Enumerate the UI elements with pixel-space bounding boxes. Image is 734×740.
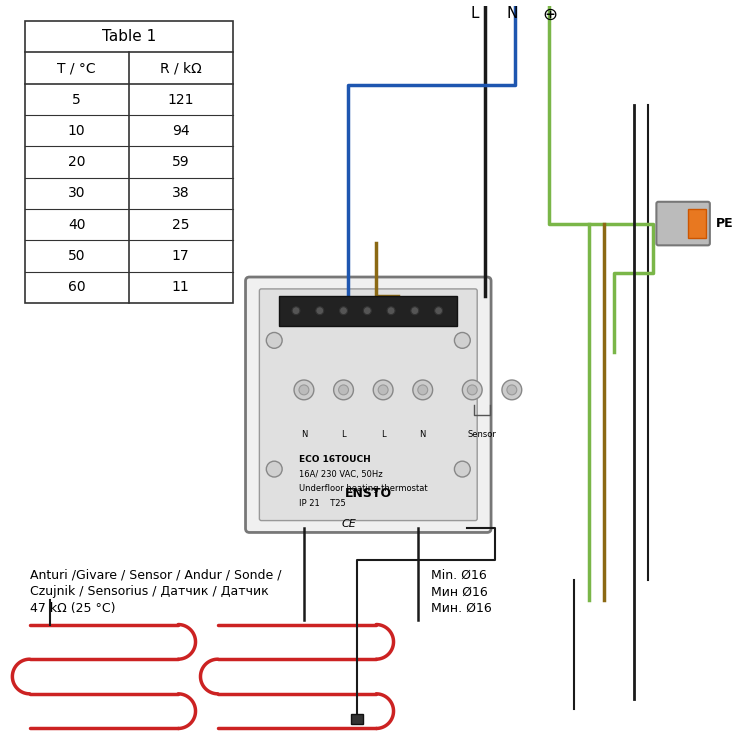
Text: Мин Ø16: Мин Ø16 <box>431 585 487 599</box>
Text: L: L <box>381 430 385 439</box>
Circle shape <box>266 332 282 349</box>
Text: L: L <box>471 6 479 21</box>
Text: Sensor: Sensor <box>468 430 497 439</box>
Bar <box>25 21 233 303</box>
Circle shape <box>338 385 349 395</box>
Text: 47 kΩ (25 °C): 47 kΩ (25 °C) <box>29 602 115 615</box>
Text: L: L <box>341 430 346 439</box>
Circle shape <box>413 380 432 400</box>
Text: ⊕: ⊕ <box>542 6 557 24</box>
Text: Czujnik / Sensorius / Датчик / Датчик: Czujnik / Sensorius / Датчик / Датчик <box>29 585 269 599</box>
Circle shape <box>294 380 314 400</box>
Text: Table 1: Table 1 <box>101 29 156 44</box>
Circle shape <box>299 385 309 395</box>
FancyBboxPatch shape <box>656 202 710 246</box>
Text: N: N <box>301 430 307 439</box>
Text: 121: 121 <box>167 92 194 107</box>
FancyBboxPatch shape <box>246 277 491 533</box>
Circle shape <box>266 461 282 477</box>
Circle shape <box>454 332 470 349</box>
Text: CE: CE <box>341 519 356 528</box>
Circle shape <box>418 385 428 395</box>
Text: R / kΩ: R / kΩ <box>160 61 202 75</box>
FancyBboxPatch shape <box>259 289 477 520</box>
Circle shape <box>462 380 482 400</box>
Circle shape <box>334 380 354 400</box>
Text: 17: 17 <box>172 249 189 263</box>
Text: ENSTO: ENSTO <box>345 488 392 500</box>
Text: 20: 20 <box>68 155 85 169</box>
Text: Мин. Ø16: Мин. Ø16 <box>431 602 491 615</box>
Circle shape <box>363 306 371 314</box>
Text: IP 21    T25: IP 21 T25 <box>299 500 346 508</box>
Text: 60: 60 <box>68 280 86 294</box>
Text: Anturi /Givare / Sensor / Andur / Sonde /: Anturi /Givare / Sensor / Andur / Sonde … <box>29 568 281 582</box>
Circle shape <box>507 385 517 395</box>
Text: ECO 16TOUCH: ECO 16TOUCH <box>299 454 371 464</box>
Text: 10: 10 <box>68 124 86 138</box>
Circle shape <box>435 306 443 314</box>
Bar <box>688 209 706 238</box>
Circle shape <box>387 306 395 314</box>
Text: 38: 38 <box>172 186 189 201</box>
Text: 40: 40 <box>68 218 85 232</box>
Text: 30: 30 <box>68 186 85 201</box>
Bar <box>279 296 457 326</box>
Text: 50: 50 <box>68 249 85 263</box>
Circle shape <box>468 385 477 395</box>
Text: 59: 59 <box>172 155 189 169</box>
Circle shape <box>378 385 388 395</box>
Circle shape <box>454 461 470 477</box>
Circle shape <box>411 306 419 314</box>
Text: Underfloor heating thermostat: Underfloor heating thermostat <box>299 485 428 494</box>
Circle shape <box>374 380 393 400</box>
Text: 5: 5 <box>73 92 81 107</box>
Text: 94: 94 <box>172 124 189 138</box>
Text: PE: PE <box>716 217 733 230</box>
Text: Min. Ø16: Min. Ø16 <box>431 568 487 582</box>
Bar <box>352 713 363 724</box>
Text: 16A/ 230 VAC, 50Hz: 16A/ 230 VAC, 50Hz <box>299 470 382 479</box>
Circle shape <box>340 306 347 314</box>
Text: T / °C: T / °C <box>57 61 96 75</box>
Text: 25: 25 <box>172 218 189 232</box>
Circle shape <box>292 306 300 314</box>
Circle shape <box>502 380 522 400</box>
Text: 11: 11 <box>172 280 189 294</box>
Circle shape <box>316 306 324 314</box>
Text: N: N <box>420 430 426 439</box>
Text: N: N <box>506 6 517 21</box>
